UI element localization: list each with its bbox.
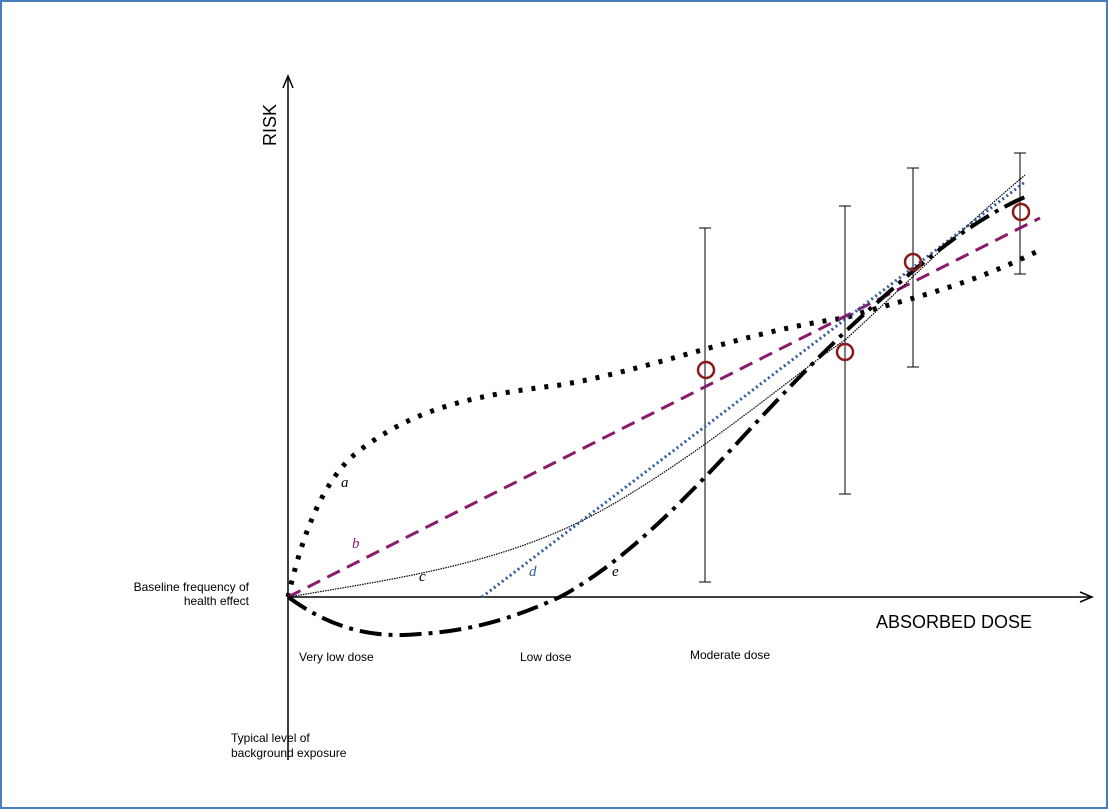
y-axis-title: RISK bbox=[260, 104, 280, 146]
curve-b bbox=[287, 216, 1041, 599]
data-point-marker bbox=[835, 342, 855, 362]
data-markers bbox=[696, 202, 1031, 380]
curve-e bbox=[286, 193, 1031, 638]
region-low-dose: Low dose bbox=[520, 650, 572, 664]
baseline-label-line2: health effect bbox=[184, 594, 250, 608]
data-point-marker bbox=[1011, 202, 1031, 222]
curve-e-label: e bbox=[612, 564, 619, 580]
x-axis-arrow-icon bbox=[1079, 591, 1094, 603]
background-label-line2: background exposure bbox=[231, 746, 347, 760]
region-very-low-dose: Very low dose bbox=[299, 650, 374, 664]
background-label-line1: Typical level of bbox=[231, 731, 310, 745]
curve-d bbox=[481, 180, 1026, 599]
curve-c bbox=[287, 174, 1026, 598]
error-bars bbox=[699, 152, 1026, 583]
baseline-label-line1: Baseline frequency of bbox=[134, 580, 250, 594]
region-moderate-dose: Moderate dose bbox=[690, 648, 770, 662]
data-point-marker bbox=[696, 360, 716, 380]
y-axis-arrow-icon bbox=[282, 74, 294, 89]
curve-a bbox=[285, 247, 1042, 598]
curve-d-label: d bbox=[529, 564, 537, 580]
curve-b-label: b bbox=[352, 536, 360, 552]
x-axis-title: ABSORBED DOSE bbox=[876, 612, 1032, 632]
curve-c-label: c bbox=[419, 569, 426, 585]
data-point-marker bbox=[903, 252, 923, 272]
curve-a-label: a bbox=[341, 475, 349, 491]
